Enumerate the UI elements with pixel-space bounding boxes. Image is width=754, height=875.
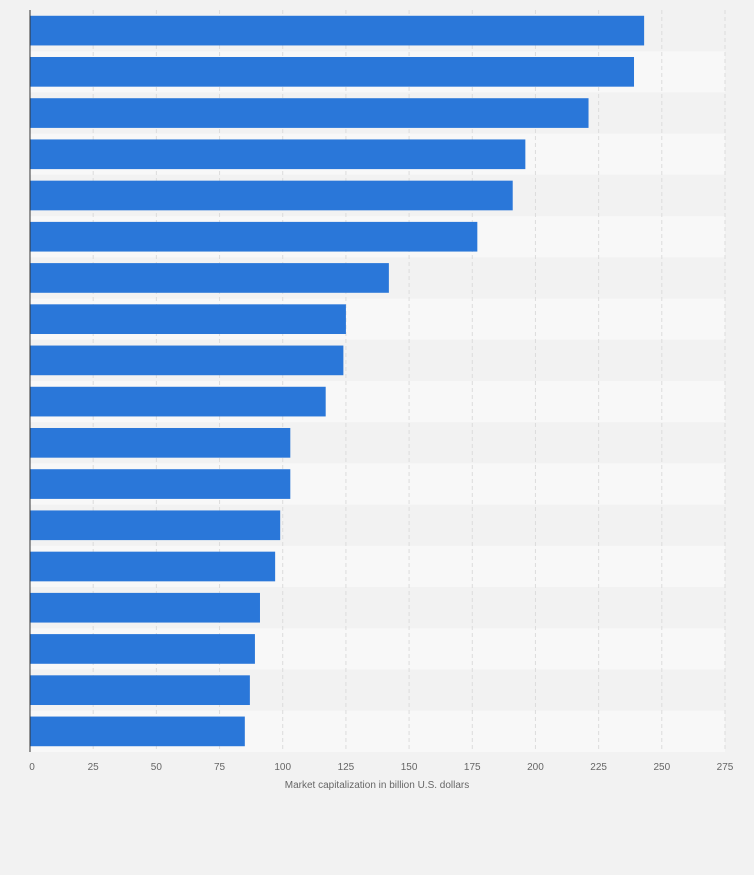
x-tick-label: 25 [88,762,100,773]
x-tick-label: 50 [151,762,163,773]
bar [30,180,513,211]
bar [30,15,645,46]
x-tick-label: 75 [214,762,226,773]
x-tick-labels: 0 25 50 75 100 125 150 175 200 225 250 275 [29,762,734,773]
bar [30,345,344,376]
bar [30,386,326,417]
x-tick-label: 100 [274,762,291,773]
bar [30,634,255,664]
x-tick-label: 125 [338,762,355,773]
x-tick-label: 150 [401,762,418,773]
bar [30,510,281,541]
x-tick-label: 175 [464,762,481,773]
bar [30,56,635,87]
bar [30,98,589,128]
bar [30,221,478,252]
bars [30,15,645,747]
bar [30,592,260,623]
x-axis-label: Market capitalization in billion U.S. do… [285,780,470,791]
x-tick-label: 200 [527,762,544,773]
x-tick-label: 0 [29,762,35,773]
bar [30,675,250,706]
bar [30,716,245,747]
x-tick-label: 225 [590,762,607,773]
bar [30,551,276,582]
x-tick-label: 275 [717,762,734,773]
bar [30,427,291,458]
bar [30,469,291,499]
bar [30,304,346,335]
gridlines [92,10,726,752]
x-tick-label: 250 [653,762,670,773]
bar [30,139,526,170]
bar [30,263,389,293]
